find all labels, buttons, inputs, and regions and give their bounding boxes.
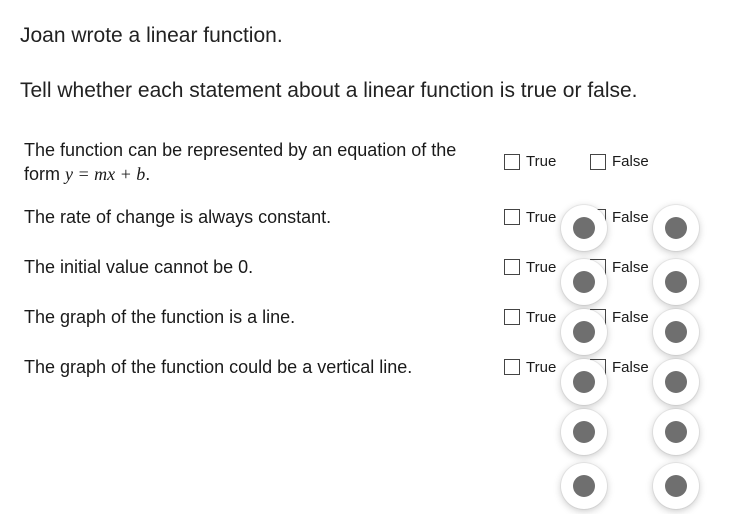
- statement-row: The function can be represented by an eq…: [24, 138, 734, 187]
- marker-dot-icon: [665, 421, 687, 443]
- answer-marker[interactable]: [653, 359, 699, 405]
- answer-marker[interactable]: [561, 309, 607, 355]
- statement-row: The initial value cannot be 0. True Fals…: [24, 248, 734, 286]
- answer-marker[interactable]: [653, 409, 699, 455]
- answer-marker[interactable]: [561, 463, 607, 509]
- stmt-prefix: The graph of the function is a line.: [24, 307, 295, 327]
- stmt-prefix: The initial value cannot be 0.: [24, 257, 253, 277]
- statement-text: The function can be represented by an eq…: [24, 138, 504, 187]
- choice-true[interactable]: True: [504, 153, 590, 170]
- choice-true-label: True: [526, 309, 556, 326]
- checkbox-icon: [504, 259, 520, 275]
- statements-block: The function can be represented by an eq…: [20, 138, 734, 387]
- marker-dot-icon: [573, 421, 595, 443]
- checkbox-icon: [504, 359, 520, 375]
- choice-true-label: True: [526, 359, 556, 376]
- marker-dot-icon: [573, 371, 595, 393]
- marker-dot-icon: [665, 271, 687, 293]
- choice-false-label: False: [612, 259, 649, 276]
- checkbox-icon: [504, 309, 520, 325]
- checkbox-icon: [504, 154, 520, 170]
- answer-marker[interactable]: [653, 259, 699, 305]
- marker-dot-icon: [665, 217, 687, 239]
- choice-false-label: False: [612, 209, 649, 226]
- intro-line-2: Tell whether each statement about a line…: [20, 73, 734, 110]
- marker-dot-icon: [573, 217, 595, 239]
- answer-marker[interactable]: [653, 463, 699, 509]
- marker-dot-icon: [665, 475, 687, 497]
- statement-text: The initial value cannot be 0.: [24, 255, 504, 279]
- choice-true-label: True: [526, 153, 556, 170]
- marker-dot-icon: [665, 371, 687, 393]
- statement-text: The graph of the function is a line.: [24, 305, 504, 329]
- statement-row: The graph of the function could be a ver…: [24, 348, 734, 386]
- statement-text: The rate of change is always constant.: [24, 205, 504, 229]
- choice-true-label: True: [526, 259, 556, 276]
- intro-line-1: Joan wrote a linear function.: [20, 18, 734, 55]
- choice-true-label: True: [526, 209, 556, 226]
- checkbox-icon: [590, 154, 606, 170]
- marker-dot-icon: [665, 321, 687, 343]
- marker-dot-icon: [573, 271, 595, 293]
- choice-false-label: False: [612, 153, 649, 170]
- answer-marker[interactable]: [561, 359, 607, 405]
- answer-marker[interactable]: [561, 259, 607, 305]
- answer-marker[interactable]: [653, 205, 699, 251]
- choice-false[interactable]: False: [590, 153, 676, 170]
- statement-row: The graph of the function is a line. Tru…: [24, 298, 734, 336]
- choice-false-label: False: [612, 309, 649, 326]
- intro-text: Joan wrote a linear function. Tell wheth…: [20, 18, 734, 110]
- answer-marker[interactable]: [653, 309, 699, 355]
- checkbox-icon: [504, 209, 520, 225]
- stmt-prefix: The rate of change is always constant.: [24, 207, 331, 227]
- marker-dot-icon: [573, 321, 595, 343]
- choice-false-label: False: [612, 359, 649, 376]
- stmt-prefix: The graph of the function could be a ver…: [24, 357, 412, 377]
- marker-dot-icon: [573, 475, 595, 497]
- answer-marker[interactable]: [561, 409, 607, 455]
- statement-text: The graph of the function could be a ver…: [24, 355, 504, 379]
- statement-row: The rate of change is always constant. T…: [24, 198, 734, 236]
- stmt-math: y = mx + b: [65, 164, 145, 184]
- stmt-suffix: .: [145, 164, 150, 184]
- answer-marker[interactable]: [561, 205, 607, 251]
